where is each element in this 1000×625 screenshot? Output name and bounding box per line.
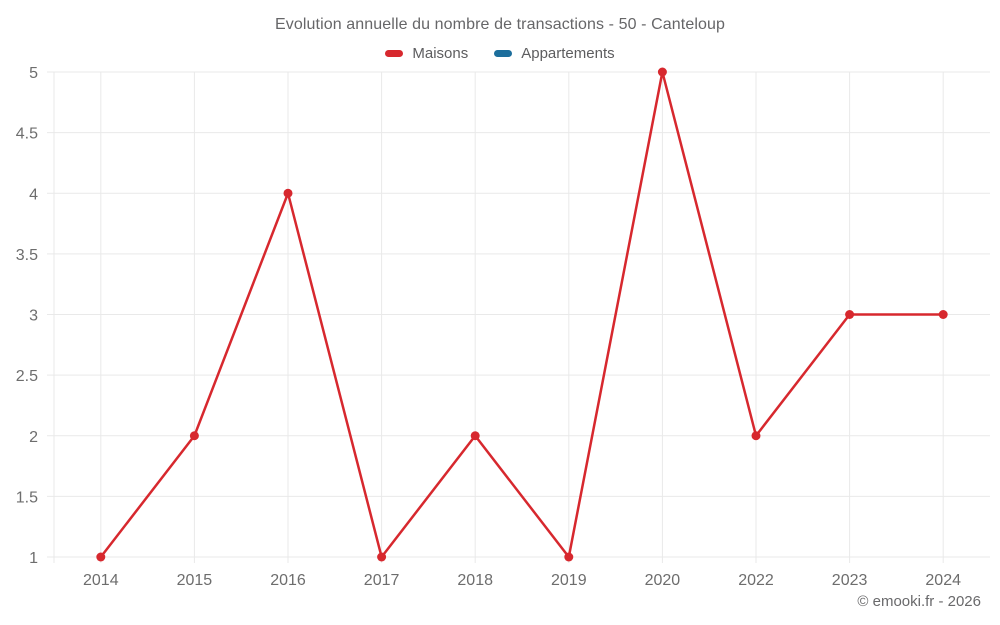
svg-text:2023: 2023	[832, 572, 868, 589]
svg-text:2019: 2019	[551, 572, 587, 589]
svg-text:2.5: 2.5	[16, 368, 38, 385]
svg-text:2017: 2017	[364, 572, 400, 589]
svg-text:2024: 2024	[925, 572, 961, 589]
svg-text:2015: 2015	[177, 572, 213, 589]
svg-text:4: 4	[29, 186, 38, 203]
svg-text:1: 1	[29, 550, 38, 567]
maisons-series-swatch-icon	[385, 50, 404, 57]
svg-text:3: 3	[29, 308, 38, 325]
svg-text:2016: 2016	[270, 572, 306, 589]
appartements-series-swatch-icon	[494, 50, 513, 57]
svg-text:3.5: 3.5	[16, 247, 38, 264]
chart-title: Evolution annuelle du nombre de transact…	[275, 16, 725, 33]
svg-text:2014: 2014	[83, 572, 119, 589]
legend-item-maisons[interactable]: Maisons	[385, 45, 468, 62]
svg-text:5: 5	[29, 65, 38, 82]
svg-text:2018: 2018	[457, 572, 493, 589]
copyright-text: © emooki.fr - 2026	[857, 593, 981, 610]
svg-text:1.5: 1.5	[16, 489, 38, 506]
svg-text:2022: 2022	[738, 572, 774, 589]
svg-text:2020: 2020	[645, 572, 681, 589]
legend-label-maisons: Maisons	[412, 45, 469, 62]
svg-text:4.5: 4.5	[16, 126, 38, 143]
legend-item-appartements[interactable]: Appartements	[494, 45, 615, 62]
legend-label-appartements: Appartements	[521, 45, 615, 62]
chart-legend: Maisons Appartements	[0, 45, 1000, 62]
svg-text:2: 2	[29, 429, 38, 446]
